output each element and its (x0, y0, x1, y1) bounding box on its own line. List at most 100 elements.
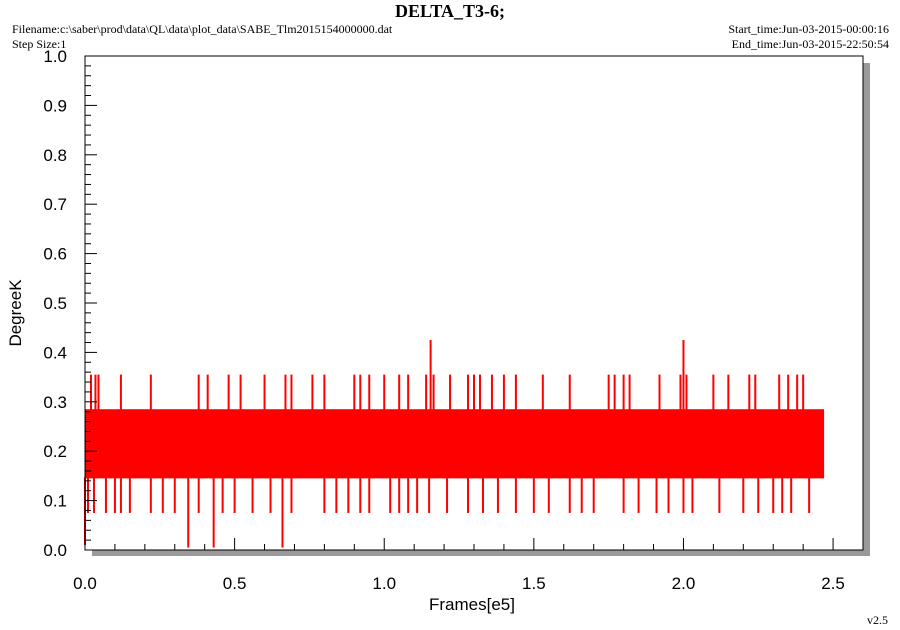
series-spike-down (808, 477, 811, 513)
series-spike-up (323, 374, 326, 411)
series-spike-up (290, 374, 293, 411)
series-spike-down (104, 477, 107, 513)
x-tick-label: 2.5 (821, 574, 845, 593)
x-tick-label: 0.0 (73, 574, 97, 593)
series-spike-down (323, 477, 326, 513)
filename-text: Filename:c:\saber\prod\data\QL\data\plot… (12, 22, 393, 36)
series-spike-up (514, 374, 517, 411)
series-spike-up (432, 374, 435, 411)
series-spike-down (359, 477, 362, 513)
series-spike-down (368, 477, 371, 513)
series-spike-down (149, 477, 152, 513)
y-tick-label: 0.7 (43, 195, 67, 214)
series-spike-up (796, 374, 799, 411)
series-spike-up (311, 374, 314, 411)
series-spike-up (119, 374, 122, 411)
series-spike-up (368, 374, 371, 411)
end-time-text: End_time:Jun-03-2015-22:50:54 (731, 37, 889, 51)
series-spike-up (407, 374, 410, 411)
series-spike-down (781, 477, 784, 513)
series-spike-up (284, 374, 287, 411)
series-spike-up (802, 374, 805, 411)
series-spike-up (658, 374, 661, 411)
version-text: v2.5 (867, 613, 888, 627)
series-spike-down (389, 477, 392, 513)
series-spike-down (398, 477, 401, 513)
series-spike-up (622, 374, 625, 411)
x-tick-label: 1.0 (372, 574, 396, 593)
step-size-text: Step Size:1 (12, 37, 67, 51)
series-spike-down (592, 477, 595, 513)
series-spike-down (467, 477, 470, 513)
series-spike-up (502, 374, 505, 411)
series-spike-down (790, 477, 793, 513)
series-spike-down (221, 477, 224, 513)
series-spike-down (622, 477, 625, 513)
series-spike-up (478, 374, 481, 411)
series-spike-up (568, 374, 571, 411)
series-spike-up (467, 374, 470, 411)
start-time-text: Start_time:Jun-03-2015-00:00:16 (728, 22, 889, 36)
x-tick-label: 2.0 (672, 574, 696, 593)
series-spike-down (128, 477, 131, 513)
series-spike-up (685, 374, 688, 411)
series-spike-down (580, 477, 583, 513)
series-spike-down (335, 477, 338, 513)
series-spike-down (655, 477, 658, 513)
series-spike-up (679, 374, 682, 411)
series-spike-up (727, 374, 730, 411)
series-spike-down (532, 477, 535, 513)
series-spike-down (742, 477, 745, 513)
series-spike-down (212, 477, 215, 548)
series-spike-up (429, 340, 432, 411)
series-spike-down (691, 477, 694, 513)
y-tick-label: 0.6 (43, 245, 67, 264)
series-spike-up (359, 374, 362, 411)
series-spike-down (718, 477, 721, 513)
series-spike-up (490, 374, 493, 411)
series-spike-down (568, 477, 571, 513)
y-tick-label: 0.0 (43, 541, 67, 560)
series-spike-down (173, 477, 176, 513)
series-spike-up (263, 374, 266, 411)
series-spike-down (233, 477, 236, 513)
series-spike-up (748, 374, 751, 411)
series-spike-down (281, 477, 284, 548)
series-spike-up (778, 374, 781, 411)
series-spike-up (383, 374, 386, 411)
series-spike-down (514, 477, 517, 513)
series-spike-up (206, 374, 209, 411)
series-spike-down (428, 477, 431, 513)
series-spike-up (754, 374, 757, 411)
series-spike-down (113, 477, 116, 513)
series-spike-up (97, 374, 100, 411)
series-spike-up (449, 374, 452, 411)
series-spike-down (772, 477, 775, 513)
series-spike-down (86, 477, 89, 513)
series-spike-up (239, 374, 242, 411)
series-spike-up (712, 374, 715, 411)
series-spike-up (607, 374, 610, 411)
series-spike-down (290, 477, 293, 513)
series-spike-down (757, 477, 760, 513)
series-spike-down (682, 477, 685, 513)
series-spike-down (667, 477, 670, 513)
y-tick-label: 1.0 (43, 47, 67, 66)
series-spike-down (407, 477, 410, 513)
y-tick-label: 0.9 (43, 96, 67, 115)
series-spike-up (425, 374, 428, 411)
y-tick-label: 0.1 (43, 492, 67, 511)
series-spike-down (269, 477, 272, 513)
y-tick-label: 0.2 (43, 442, 67, 461)
y-tick-label: 0.4 (43, 343, 67, 362)
series-spike-up (353, 374, 356, 411)
y-ticks: 0.0 0.1 0.2 0.3 0.4 0.5 0.6 0.7 0.8 0.9 1.0 (43, 47, 97, 560)
series-spike-down (161, 477, 164, 513)
series-band (85, 409, 825, 479)
x-axis-label: Frames[e5] (429, 595, 515, 614)
x-tick-label: 0.5 (223, 574, 247, 593)
series-spike-up (398, 374, 401, 411)
y-tick-label: 0.5 (43, 294, 67, 313)
y-tick-label: 0.8 (43, 146, 67, 165)
series-spike-down (92, 477, 95, 513)
